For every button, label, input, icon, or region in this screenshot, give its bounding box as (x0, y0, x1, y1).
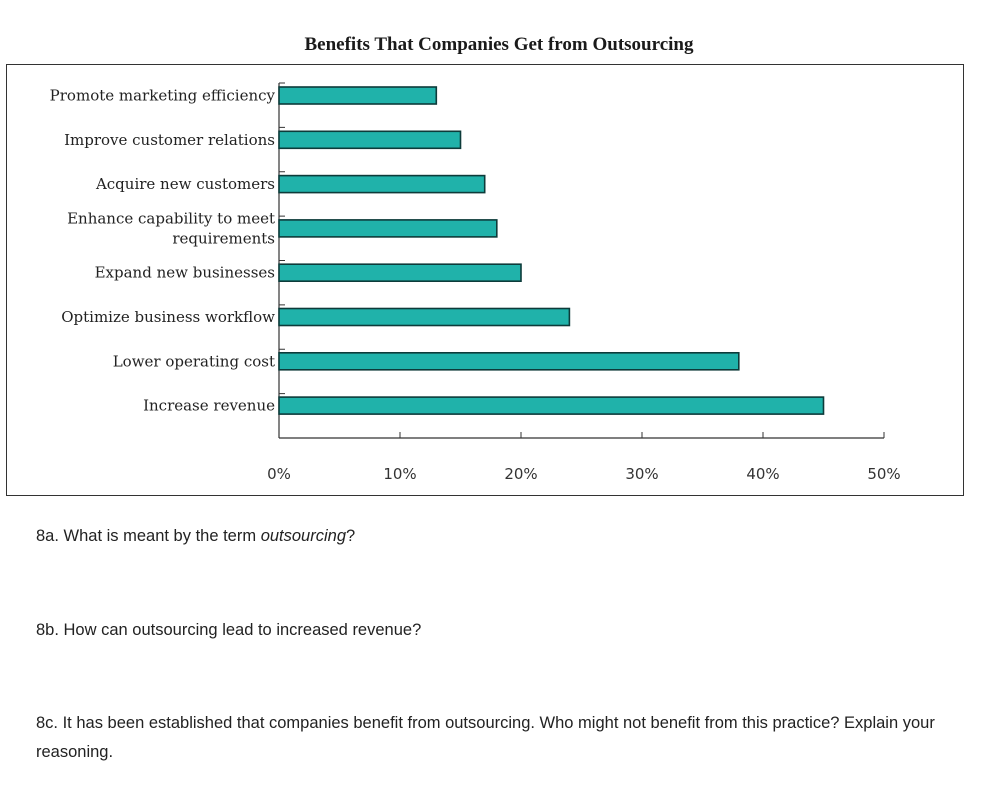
category-label: Enhance capability to meet (67, 209, 275, 227)
category-label: Optimize business workflow (61, 308, 275, 326)
bar-2 (278, 130, 462, 150)
bar-6 (278, 307, 571, 327)
x-tick-label: 50% (867, 465, 900, 483)
bar-5 (278, 263, 522, 282)
bar-7 (278, 351, 740, 371)
question-8a-emphasis: outsourcing (260, 527, 346, 545)
x-tick-label: 40% (746, 465, 779, 483)
question-8b: 8b. How can outsourcing lead to increase… (36, 621, 422, 639)
category-label: requirements (172, 229, 275, 247)
x-tick-label: 10% (383, 465, 416, 483)
chart-frame: Promote marketing efficiency Improve cust… (6, 64, 964, 496)
question-8c: 8c. It has been established that compani… (36, 714, 935, 761)
question-8a: 8a. What is meant by the term outsourcin… (36, 522, 355, 551)
question-8a-suffix: ? (346, 527, 356, 545)
category-label: Increase revenue (143, 397, 275, 415)
category-label: Expand new businesses (95, 264, 275, 282)
x-tick-label: 20% (504, 465, 537, 483)
category-label: Lower operating cost (113, 352, 275, 370)
bar-chart: Promote marketing efficiency Improve cust… (50, 82, 901, 483)
bar-1 (278, 86, 438, 105)
bar-4 (278, 219, 498, 238)
category-label: Acquire new customers (95, 175, 275, 193)
chart-title: Benefits That Companies Get from Outsour… (304, 34, 694, 55)
question-8a-text: 8a. What is meant by the term (36, 527, 261, 545)
category-label: Promote marketing efficiency (50, 87, 276, 105)
category-label: Improve customer relations (64, 131, 275, 149)
bar-8 (278, 396, 825, 415)
x-tick-label: 30% (625, 465, 658, 483)
x-tick-label: 0% (267, 465, 291, 483)
bar-3 (278, 174, 486, 194)
